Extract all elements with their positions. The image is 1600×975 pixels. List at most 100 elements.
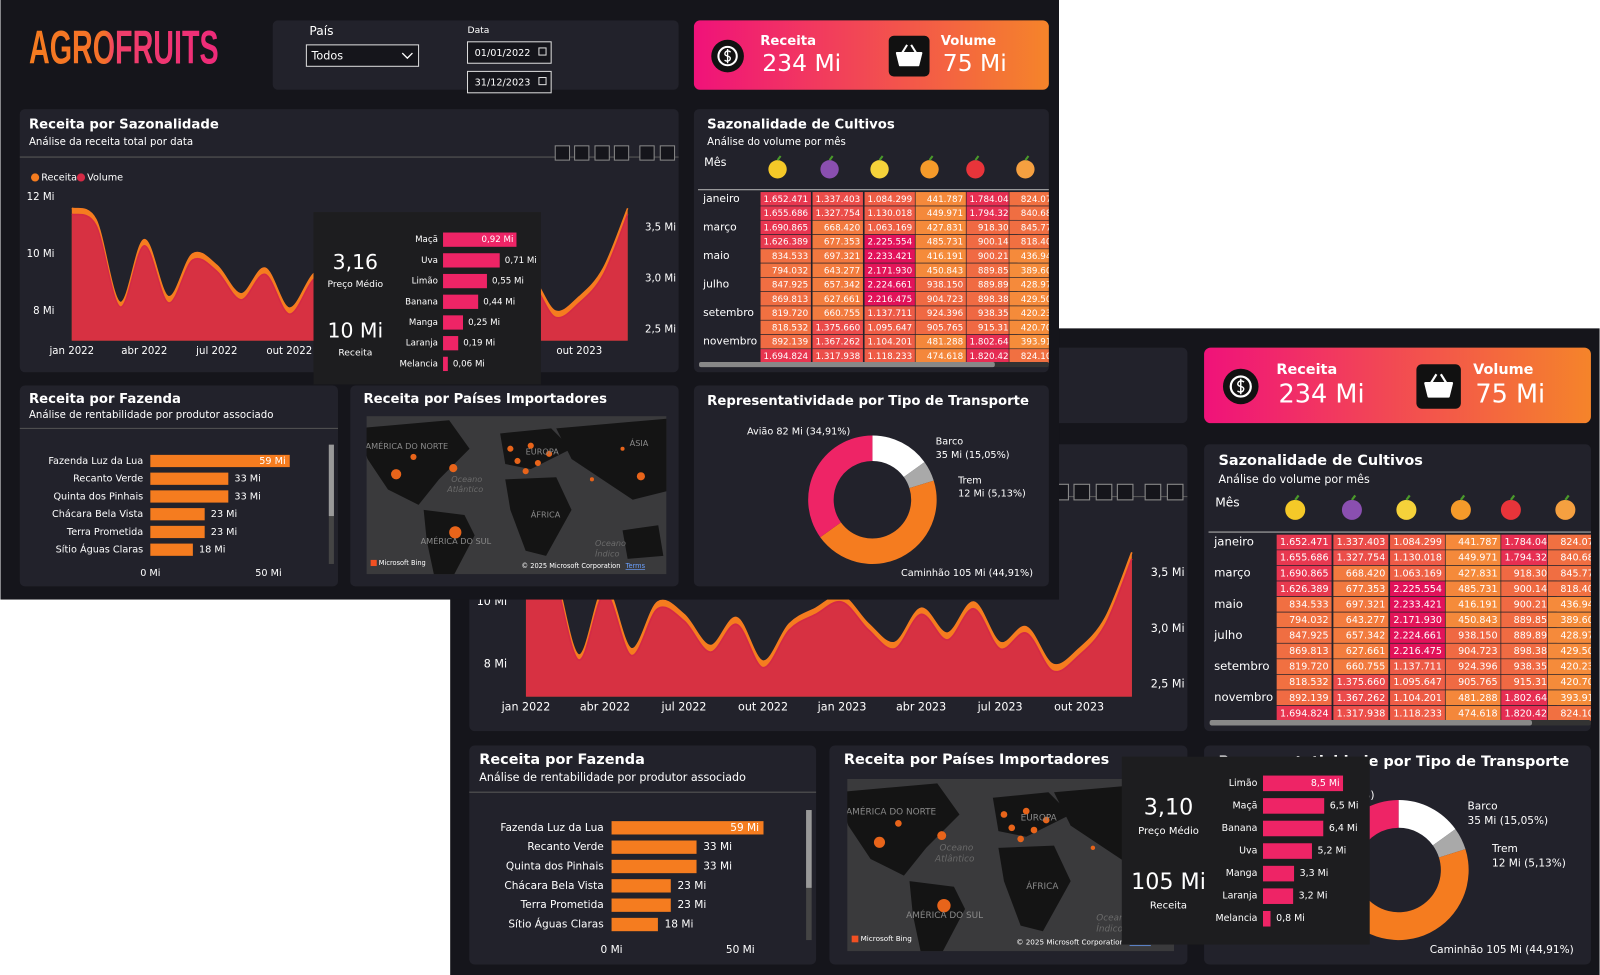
donut-slice[interactable] [820,480,937,564]
toolbar-button[interactable] [1144,483,1162,501]
map-bubble[interactable] [1042,816,1050,824]
fruit-leaf [1564,494,1570,501]
map-bubble[interactable] [636,472,645,481]
bar-label: Sítio Águas Claras [508,918,603,931]
heat-value: 1.655.686 [1280,553,1329,564]
toolbar-button[interactable] [659,145,676,161]
panel-title: Receita por Fazenda [479,752,645,768]
slice-label: Caminhão 105 Mi (44,91%) [901,568,1033,579]
heat-value: 892.139 [772,338,808,348]
panel-subtitle: Análise de rentabilidade por produtor as… [479,771,746,784]
donut-slice[interactable] [1341,849,1469,941]
donut-slice[interactable] [1398,800,1456,846]
map-bubble[interactable] [449,464,458,473]
donut-slice[interactable] [1432,829,1466,858]
heat-value: 1.820.421 [970,352,1015,362]
map-bubble[interactable] [620,446,625,451]
map-bubble[interactable] [895,820,902,827]
map-bubble[interactable] [1008,824,1016,832]
country-dropdown[interactable] [305,44,420,67]
terms-link[interactable]: Terms [625,562,646,570]
line [525,557,1133,673]
value-label: 33 Mi [234,474,260,485]
toolbar-button[interactable] [1095,483,1113,501]
bar [150,472,229,485]
donut-slice[interactable] [808,435,873,538]
toolbar-button[interactable] [1116,483,1134,501]
scrollbar-thumb[interactable] [1209,719,1533,726]
scrollbar-thumb[interactable] [806,810,812,888]
fruit-icon [1341,499,1362,520]
heat-value: 657.342 [824,281,860,291]
tooltip-bar-label: Melancia [1215,913,1257,924]
heat-value: 847.925 [772,281,808,291]
ocean-label: Oceano [595,538,626,548]
heat-value: 429.501 [1560,646,1599,657]
map-bubble[interactable] [1090,845,1096,851]
scrollbar-thumb[interactable] [328,444,334,517]
donut-slice[interactable] [872,435,925,478]
heat-value: 818.532 [1289,677,1328,688]
bar-label: Fazenda Luz da Lua [48,456,143,467]
map-bubble[interactable] [522,468,529,475]
bing-logo [851,935,859,943]
fruit-leaf [1024,155,1030,161]
y2-tick-label: 2,5 Mi [1151,677,1185,690]
toolbar-button[interactable] [1166,483,1184,501]
value-label: 23 Mi [677,880,706,892]
map-bubble[interactable] [1000,811,1008,818]
map-label: ÁFRICA [531,509,561,520]
toolbar-button[interactable] [613,145,630,161]
heat-value: 1.694.824 [1280,708,1329,719]
map-bubble[interactable] [1017,835,1024,843]
toolbar-button[interactable] [1073,483,1091,501]
toolbar-button[interactable] [574,145,590,161]
map-bubble[interactable] [937,831,947,841]
bar [611,898,671,912]
fruit-leaf [974,155,980,161]
heat-value: 1.337.403 [1337,537,1386,548]
row-label: setembro [703,306,754,319]
heat-value: 1.084.299 [868,195,913,205]
heat-value: 657.342 [1346,631,1385,642]
map-bubble[interactable] [507,445,514,452]
map-bubble[interactable] [1030,826,1038,834]
heat-value: 1.375.660 [1337,677,1386,688]
map-bubble[interactable] [534,459,541,467]
heat-value: 668.420 [824,223,860,233]
tooltip-caption: Receita [338,347,372,358]
map-bubble[interactable] [514,457,521,465]
fruit-leaf [928,155,934,161]
heat-value: 1.626.389 [764,238,809,248]
tooltip-value-label: 0,06 Mi [453,359,485,369]
map-bubble[interactable] [937,898,951,913]
date-input[interactable] [467,41,552,64]
map-bubble[interactable] [449,526,462,539]
toolbar-button[interactable] [594,145,610,161]
bar [150,454,290,468]
x-tick-label: abr 2023 [896,701,946,714]
map-bubble[interactable] [546,450,553,457]
map-bubble[interactable] [873,836,886,848]
map-bubble[interactable] [527,442,534,449]
map-bubble[interactable] [391,469,402,480]
ocean-label: Atlântico [934,854,975,864]
map-bubble[interactable] [410,453,417,460]
map-label: AMÉRICA DO SUL [906,909,983,921]
scrollbar-thumb[interactable] [699,362,995,368]
heat-value: 840.687 [1560,553,1599,564]
map-bubble[interactable] [1022,807,1030,815]
date-input[interactable] [467,70,552,94]
toolbar-button[interactable] [639,145,655,161]
dropdown-value: Todos [310,50,343,63]
heat-value: 1.084.299 [1393,537,1442,548]
attribution: Microsoft Bing [379,559,426,567]
bar-label: Recanto Verde [73,474,143,485]
toolbar-button[interactable] [554,145,571,161]
donut-slice[interactable] [903,462,934,489]
x-tick-label: jan 2022 [48,346,94,357]
map-bubble[interactable] [589,477,594,482]
heat-value: 824.108 [1560,708,1599,719]
money-icon-sign [724,48,732,64]
heat-value: 847.925 [1289,631,1328,642]
